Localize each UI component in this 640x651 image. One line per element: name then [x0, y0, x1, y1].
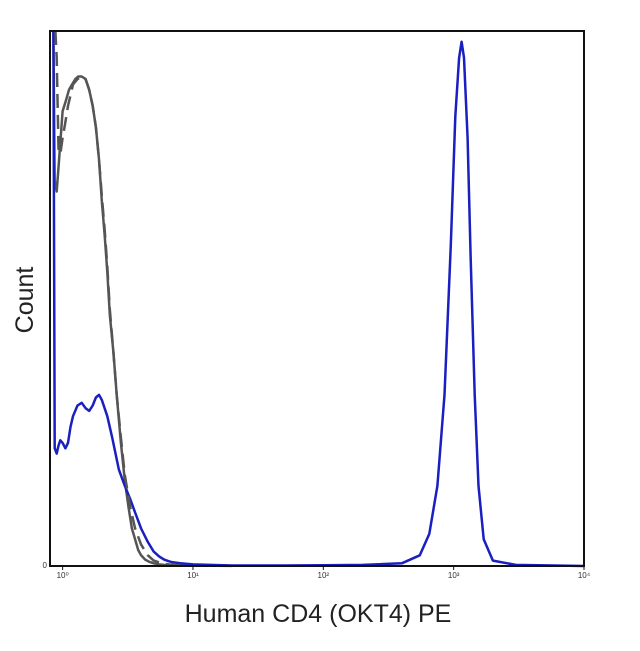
- histogram-series-1: [52, 30, 233, 568]
- x-tick-label: 10¹: [187, 571, 199, 580]
- y-axis-title: Count: [11, 267, 39, 334]
- histogram-series-3: [54, 30, 181, 567]
- x-tick-label: 10⁴: [578, 571, 591, 580]
- x-tick-label: 10³: [448, 571, 460, 580]
- x-tick-label: 10⁰: [57, 571, 69, 580]
- histogram-series-2: [52, 30, 585, 568]
- x-axis-ticks: 10⁰ 10¹ 10² 10³ 10⁴: [57, 566, 591, 580]
- x-tick-label: 10²: [318, 571, 330, 580]
- plot-frame: [49, 30, 585, 567]
- y-axis-origin-label: 0: [43, 561, 48, 570]
- x-axis-title: Human CD4 (OKT4) PE: [185, 600, 452, 628]
- plot-area: [52, 30, 585, 568]
